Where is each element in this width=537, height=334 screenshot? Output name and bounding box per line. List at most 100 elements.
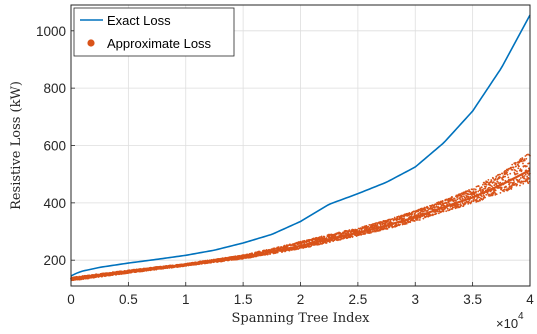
approximate-loss-point <box>468 189 470 191</box>
approximate-loss-point <box>446 207 449 210</box>
approximate-loss-point <box>508 188 511 191</box>
approximate-loss-point <box>354 228 357 231</box>
approximate-loss-point <box>475 185 478 188</box>
y-tick-label: 800 <box>43 81 66 96</box>
approximate-loss-point <box>483 181 485 184</box>
approximate-loss-point <box>364 232 367 234</box>
approximate-loss-point <box>524 173 527 176</box>
approximate-loss-point <box>422 217 425 220</box>
approximate-loss-point <box>454 207 457 210</box>
approximate-loss-point <box>433 206 436 209</box>
approximate-loss-point <box>492 177 495 180</box>
approximate-loss-point <box>507 176 510 179</box>
approximate-loss-point <box>442 209 445 212</box>
approximate-loss-point <box>479 199 481 202</box>
y-tick-label: 200 <box>43 253 66 268</box>
approximate-loss-point <box>478 196 481 199</box>
approximate-loss-point <box>510 188 513 190</box>
approximate-loss-point <box>411 213 413 216</box>
approximate-loss-point <box>499 173 502 176</box>
approximate-loss-point <box>451 196 454 199</box>
x-tick-label: 3.5 <box>463 292 482 307</box>
approximate-loss-point <box>479 187 482 190</box>
x-tick-label: 0.5 <box>119 292 138 307</box>
approximate-loss-point <box>487 179 490 181</box>
approximate-loss-point <box>523 159 526 162</box>
approximate-loss-point <box>490 179 493 182</box>
approximate-loss-point <box>320 235 323 238</box>
approximate-loss-point <box>467 195 470 198</box>
approximate-loss-point <box>274 248 277 250</box>
approximate-loss-point <box>418 219 421 221</box>
approximate-loss-point <box>375 230 377 233</box>
approximate-loss-point <box>388 226 391 228</box>
approximate-loss-point <box>471 188 474 191</box>
approximate-loss-point <box>477 185 480 188</box>
approximate-loss-point <box>495 182 498 185</box>
approximate-loss-point <box>449 208 451 211</box>
x-tick-label: 0 <box>67 292 75 307</box>
approximate-loss-point <box>356 228 358 231</box>
approximate-loss-point <box>438 210 441 212</box>
approximate-loss-point <box>405 222 408 225</box>
approximate-loss-point <box>526 175 529 178</box>
approximate-loss-point <box>519 168 522 170</box>
approximate-loss-point <box>527 173 530 176</box>
approximate-loss-point <box>444 207 446 210</box>
approximate-loss-point <box>417 210 420 213</box>
approximate-loss-point <box>458 203 460 206</box>
approximate-loss-point <box>506 173 509 176</box>
approximate-loss-point <box>499 181 502 184</box>
approximate-loss-point <box>484 196 486 199</box>
approximate-loss-point <box>441 200 444 203</box>
approximate-loss-point <box>333 239 336 242</box>
approximate-loss-point <box>390 218 393 221</box>
approximate-loss-point <box>479 189 482 192</box>
approximate-loss-point <box>484 187 487 190</box>
approximate-loss-point <box>519 177 522 179</box>
approximate-loss-point <box>494 178 497 180</box>
approximate-loss-point <box>455 200 458 202</box>
approximate-loss-point <box>312 237 315 240</box>
approximate-loss-point <box>392 225 395 228</box>
approximate-loss-point <box>494 189 497 192</box>
approximate-loss-point <box>502 178 505 181</box>
approximate-loss-point <box>461 202 464 205</box>
approximate-loss-point <box>518 178 521 181</box>
y-tick-label: 400 <box>43 196 66 211</box>
approximate-loss-point <box>415 219 418 221</box>
approximate-loss-point <box>520 169 523 172</box>
approximate-loss-point <box>517 167 520 170</box>
approximate-loss-point <box>510 186 513 189</box>
series-approximate-loss <box>70 153 531 282</box>
approximate-loss-point <box>395 219 398 222</box>
approximate-loss-point <box>499 176 501 179</box>
approximate-loss-point <box>467 193 470 196</box>
approximate-loss-point <box>499 192 502 194</box>
approximate-loss-point <box>493 184 496 186</box>
x-tick-label: 2 <box>297 292 305 307</box>
approximate-loss-point <box>495 193 498 196</box>
approximate-loss-point <box>456 198 459 201</box>
approximate-loss-point <box>437 212 440 215</box>
approximate-loss-point <box>329 240 331 243</box>
approximate-loss-point <box>522 175 525 178</box>
approximate-loss-point <box>515 161 517 164</box>
approximate-loss-point <box>430 214 433 217</box>
approximate-loss-point <box>480 186 483 189</box>
x-tick-label: 3 <box>411 292 419 307</box>
approximate-loss-point <box>506 171 508 174</box>
approximate-loss-point <box>491 194 494 197</box>
approximate-loss-point <box>495 175 498 178</box>
approximate-loss-point <box>507 169 509 172</box>
approximate-loss-point <box>365 224 368 227</box>
approximate-loss-point <box>447 209 449 212</box>
approximate-loss-point <box>409 221 412 224</box>
approximate-loss-point <box>524 155 527 157</box>
x-tick-label: 4 <box>526 292 534 307</box>
approximate-loss-point <box>472 199 475 201</box>
approximate-loss-point <box>488 186 491 189</box>
grid-lines <box>70 5 531 286</box>
approximate-loss-point <box>523 175 526 177</box>
approximate-loss-point <box>503 188 506 191</box>
